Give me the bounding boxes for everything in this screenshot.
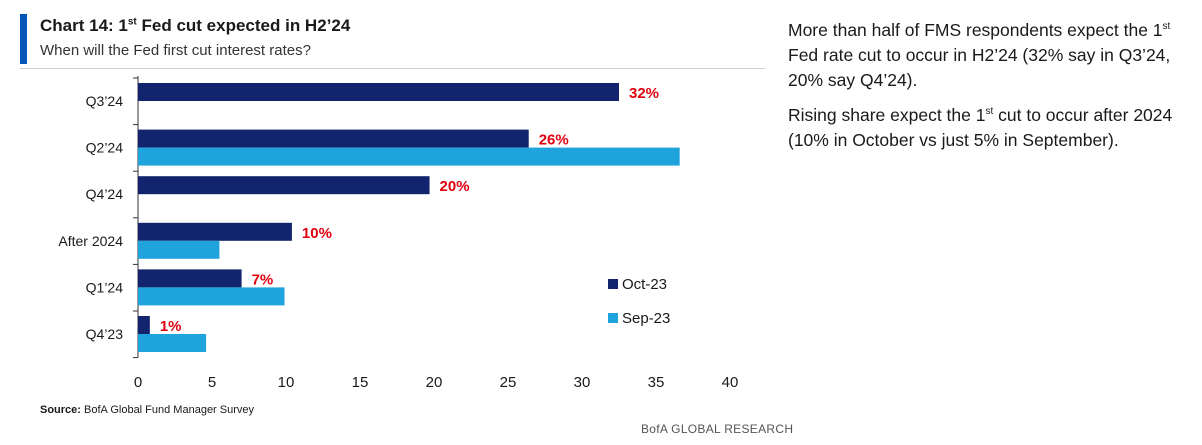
commentary-p2-text-a: Rising share expect the 1	[788, 105, 986, 125]
commentary-p1-text-a: More than half of FMS respondents expect…	[788, 20, 1163, 40]
category-label: Q4’24	[86, 186, 124, 202]
x-tick-label: 5	[208, 374, 216, 391]
commentary-p2-text-b: cut to occur after 2024 (10% in October …	[788, 105, 1173, 150]
bar-oct-23	[138, 316, 150, 334]
bar-sep-23	[138, 147, 680, 166]
bar-sep-23	[138, 287, 285, 306]
x-tick-label: 10	[278, 374, 295, 391]
chart-title-rest: Fed cut expected in H2’24	[136, 16, 351, 35]
legend-swatch	[608, 313, 618, 323]
x-tick-label: 20	[426, 374, 443, 391]
category-label: Q1’24	[86, 279, 124, 295]
x-tick-label: 35	[648, 374, 665, 391]
data-label: 20%	[440, 178, 470, 195]
title-accent-bar	[20, 14, 27, 64]
source-text: BofA Global Fund Manager Survey	[84, 404, 255, 416]
bar-oct-23	[138, 269, 242, 288]
data-label: 26%	[539, 132, 569, 149]
category-label: After 2024	[58, 233, 123, 249]
header-divider	[20, 68, 765, 69]
x-tick-label: 30	[574, 374, 591, 391]
legend-swatch	[608, 279, 618, 289]
x-tick-label: 40	[722, 374, 739, 391]
source-label: Source:	[40, 404, 81, 416]
commentary-p1-text-b: Fed rate cut to occur in H2’24 (32% say …	[788, 45, 1171, 90]
bar-sep-23	[138, 334, 207, 352]
commentary-paragraph-1: More than half of FMS respondents expect…	[788, 18, 1193, 93]
data-label: 1%	[160, 318, 182, 335]
data-label: 7%	[252, 271, 274, 288]
category-label: Q2’24	[86, 140, 124, 156]
chart-title-prefix: Chart 14: 1	[40, 16, 128, 35]
bar-oct-23	[138, 129, 529, 148]
commentary: More than half of FMS respondents expect…	[788, 18, 1193, 163]
x-tick-label: 25	[500, 374, 517, 391]
legend-label: Oct-23	[622, 276, 667, 293]
category-label: Q4’23	[86, 326, 124, 342]
chart-subtitle: When will the Fed first cut interest rat…	[40, 42, 311, 59]
legend-label: Sep-23	[622, 310, 670, 327]
commentary-paragraph-2: Rising share expect the 1st cut to occur…	[788, 103, 1193, 153]
commentary-p1-sup: st	[1162, 21, 1171, 33]
bar-oct-23	[138, 83, 619, 101]
x-tick-label: 0	[134, 374, 142, 391]
chart-title-superscript: st	[127, 16, 137, 28]
bar-sep-23	[138, 240, 220, 259]
chart-title: Chart 14: 1st Fed cut expected in H2’24	[40, 16, 350, 36]
source-note: Source: BofA Global Fund Manager Survey	[40, 404, 254, 416]
data-label: 32%	[629, 85, 659, 102]
data-label: 10%	[302, 225, 332, 242]
brand-footer: BofA GLOBAL RESEARCH	[641, 422, 794, 436]
bar-chart: Q3’24 32% Q2’24 26% Q4’24 20% After 2024 10% Q1’…	[58, 76, 739, 391]
bar-oct-23	[138, 176, 430, 195]
commentary-p2-sup: st	[985, 106, 994, 118]
x-tick-label: 15	[352, 374, 369, 391]
bar-oct-23	[138, 222, 292, 241]
category-label: Q3’24	[86, 93, 124, 109]
